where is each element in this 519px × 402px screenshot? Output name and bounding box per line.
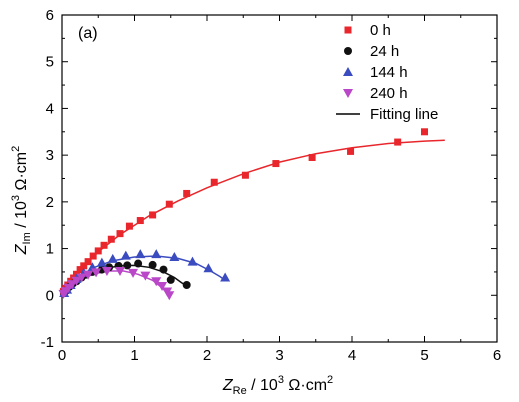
data-point (203, 263, 214, 273)
y-tick-label: 4 (46, 100, 54, 117)
y-tick-label: 6 (46, 7, 54, 24)
legend-marker (343, 89, 353, 98)
legend-label: 240 h (370, 85, 408, 102)
data-point (308, 153, 316, 161)
data-point (347, 147, 355, 155)
data-point (151, 249, 162, 259)
data-point (71, 276, 82, 286)
legend: 0 h 24 h 144 h 240 h Fitting line (336, 22, 438, 123)
y-tick-label: 1 (46, 241, 54, 258)
data-point (107, 235, 115, 243)
data-point (394, 138, 402, 146)
x-tick-label: 4 (348, 347, 356, 364)
data-point (128, 268, 139, 278)
x-tick-label: 5 (420, 347, 428, 364)
data-point (272, 160, 280, 168)
legend-label: 144 h (370, 64, 408, 81)
x-axis-title: ZRe / 103 Ω·cm2 (222, 374, 333, 397)
y-tick-label: 5 (46, 54, 54, 71)
data-point (421, 128, 428, 136)
x-tick-label: 2 (203, 347, 211, 364)
data-point (76, 266, 84, 274)
legend-marker (343, 67, 353, 76)
data-point (149, 211, 157, 219)
data-point (140, 271, 151, 281)
data-point (136, 217, 144, 225)
data-point (241, 171, 249, 179)
data-point (100, 241, 108, 249)
x-tick-label: 3 (275, 347, 283, 364)
y-axis: -1 0 1 2 3 4 5 6 (41, 7, 497, 351)
data-point (159, 265, 168, 274)
data-point (123, 261, 132, 270)
data-markers (58, 128, 428, 301)
legend-label: Fitting line (370, 106, 438, 123)
data-point (165, 200, 173, 208)
panel-label: (a) (78, 25, 98, 42)
data-point (220, 272, 231, 282)
data-point (166, 275, 175, 284)
x-tick-label: 0 (58, 347, 66, 364)
data-point (169, 251, 180, 261)
x-tick-label: 6 (493, 347, 501, 364)
y-axis-title: ZIm / 103 Ω·cm2 (10, 146, 33, 255)
data-point (134, 259, 143, 268)
data-point (91, 268, 102, 278)
data-point (183, 189, 191, 197)
legend-label: 0 h (370, 22, 391, 39)
legend-label: 24 h (370, 43, 399, 60)
data-point (101, 266, 112, 276)
data-point (83, 270, 94, 280)
data-point (148, 260, 157, 269)
plot-border (61, 14, 498, 343)
x-axis: 0 1 2 3 4 5 6 (58, 15, 501, 364)
x-tick-label: 1 (130, 347, 138, 364)
y-tick-label: 2 (46, 194, 54, 211)
data-point (125, 222, 133, 230)
y-tick-label: 0 (46, 287, 54, 304)
data-point (187, 256, 198, 266)
y-tick-label: -1 (41, 334, 54, 351)
data-point (135, 249, 146, 259)
data-point (116, 230, 124, 238)
data-point (157, 281, 168, 291)
y-tick-label: 3 (46, 147, 54, 164)
data-point (210, 178, 218, 186)
legend-marker (344, 26, 352, 34)
data-point (80, 262, 88, 270)
data-point (89, 252, 97, 260)
data-point (76, 273, 87, 283)
data-point (182, 281, 191, 290)
data-point (84, 258, 92, 266)
data-point (164, 291, 175, 301)
data-point (115, 266, 125, 276)
plot-frame (61, 14, 498, 343)
data-point (94, 247, 102, 255)
data-point (151, 277, 162, 287)
data-point (96, 257, 107, 267)
legend-marker (344, 47, 352, 55)
data-point (120, 250, 131, 260)
data-point (107, 253, 118, 263)
